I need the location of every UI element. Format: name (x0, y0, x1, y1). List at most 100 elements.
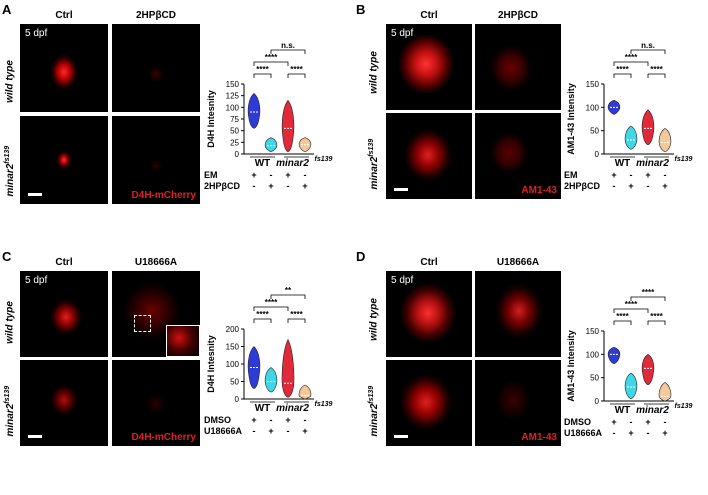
sig-bracket (287, 73, 306, 78)
treatment-sign: - (630, 170, 633, 180)
treatment-sign: - (253, 181, 256, 191)
sig-label: **** (265, 53, 278, 62)
y-tick-label: 150 (226, 343, 240, 352)
treatment-sign: + (302, 426, 307, 436)
treatment-name-1: U18666A (564, 428, 603, 438)
group-label-mutant: minar2 (276, 158, 309, 169)
col-label-treatment: U18666A (496, 257, 540, 268)
violin-2 (641, 353, 655, 385)
row-label-wild-type: wild type (368, 51, 380, 94)
micrograph-mut-treated: AM1-43 (475, 113, 561, 199)
sig-bracket (630, 296, 666, 301)
scale-bar (394, 188, 408, 191)
treatment-sign: + (662, 181, 667, 191)
treatment-sign: + (251, 170, 256, 180)
treatment-sign: - (287, 181, 290, 191)
sig-bracket (647, 73, 666, 78)
y-tick-label: 25 (230, 138, 239, 147)
violin-1 (624, 372, 638, 399)
treatment-sign: + (645, 417, 650, 427)
panel-a: A Ctrl 2HPβCD wild type minar2fs139 5 dp… (0, 0, 354, 247)
sig-label: **** (616, 65, 629, 74)
sig-label: **** (290, 65, 303, 74)
row-label-mutant: minar2fs139 (3, 385, 17, 437)
sig-bracket (253, 318, 272, 323)
sig-bracket (270, 49, 306, 54)
y-tick-label: 50 (230, 127, 239, 136)
y-axis-label: AM1-43 Intensity (566, 83, 576, 155)
treatment-sign: - (287, 426, 290, 436)
treatment-sign: - (270, 415, 273, 425)
age-label: 5 dpf (391, 275, 414, 286)
panel-d: D Ctrl U18666A wild type minar2fs139 5 d… (354, 247, 708, 495)
treatment-name-0: DMSO (564, 417, 591, 427)
micrograph-wt-ctrl: 5 dpf (20, 24, 108, 112)
y-tick-label: 50 (230, 378, 239, 387)
micrograph-wt-treated (112, 24, 200, 112)
scale-bar (394, 435, 408, 438)
stain-label: D4H-mCherry (131, 190, 196, 201)
sig-bracket (613, 73, 632, 78)
group-label-wt: WT (255, 403, 271, 414)
panel-b: B Ctrl 2HPβCD wild type minar2fs139 5 dp… (354, 0, 708, 247)
y-tick-label: 150 (226, 80, 240, 89)
treatment-sign: - (304, 415, 307, 425)
treatment-sign: + (611, 170, 616, 180)
sig-bracket (253, 306, 289, 311)
zoom-inset (166, 325, 200, 357)
treatment-sign: - (304, 170, 307, 180)
sig-label: **** (625, 53, 638, 62)
violin-chart: AM1-43 Intensity 0 50 100 150 **** **** **** ***… (564, 288, 693, 438)
treatment-sign: + (645, 170, 650, 180)
violin-0 (607, 347, 621, 364)
treatment-name-0: DMSO (204, 415, 231, 425)
treatment-sign: - (647, 428, 650, 438)
y-axis-label: AM1-43 Intensity (566, 330, 576, 402)
panel-label: B (356, 2, 366, 17)
micrograph-mut-ctrl (386, 360, 472, 446)
y-tick-label: 0 (235, 150, 240, 159)
group-label-wt: WT (615, 405, 631, 416)
sig-label: **** (616, 312, 629, 321)
col-label-ctrl: Ctrl (55, 10, 73, 21)
sig-label: **** (650, 312, 663, 321)
stain-label: D4H-mCherry (131, 432, 196, 443)
treatment-sign: + (268, 426, 273, 436)
sig-label: **** (256, 65, 269, 74)
micrograph-wt-treated (475, 271, 561, 357)
treatment-sign: + (285, 415, 290, 425)
sig-label: ** (285, 286, 292, 295)
zoom-box (134, 315, 151, 332)
stain-label: AM1-43 (521, 432, 557, 443)
violin-2 (641, 109, 655, 145)
y-tick-label: 150 (586, 80, 600, 89)
y-tick-label: 100 (226, 103, 240, 112)
micrograph-mut-treated: AM1-43 (475, 360, 561, 446)
treatment-sign: + (628, 428, 633, 438)
y-tick-label: 0 (235, 395, 240, 404)
sig-label: **** (650, 65, 663, 74)
sig-bracket (613, 320, 632, 325)
violin-0 (247, 92, 261, 129)
scale-bar (28, 435, 42, 438)
col-label-treatment: 2HPβCD (498, 10, 538, 21)
micrograph-wt-treated (112, 271, 200, 357)
y-tick-label: 125 (226, 92, 240, 101)
treatment-sign: - (630, 417, 633, 427)
group-label-wt: WT (255, 158, 271, 169)
treatment-name-1: 2HPβCD (564, 181, 601, 191)
treatment-sign: - (270, 170, 273, 180)
treatment-sign: + (628, 181, 633, 191)
y-axis-label: D4H Intesnity (206, 335, 216, 393)
group-label-mutant: minar2 (276, 403, 309, 414)
group-label-sup: fs139 (675, 156, 693, 163)
micrograph-mut-ctrl (20, 116, 108, 204)
panel-c: C Ctrl U18666A wild type minar2fs139 5 d… (0, 247, 354, 495)
row-label-wild-type: wild type (368, 298, 380, 341)
stain-label: AM1-43 (521, 185, 557, 196)
sig-label: **** (256, 310, 269, 319)
sig-bracket (270, 294, 306, 299)
treatment-sign: + (285, 170, 290, 180)
violin-3 (298, 384, 312, 400)
sig-bracket (613, 308, 649, 313)
